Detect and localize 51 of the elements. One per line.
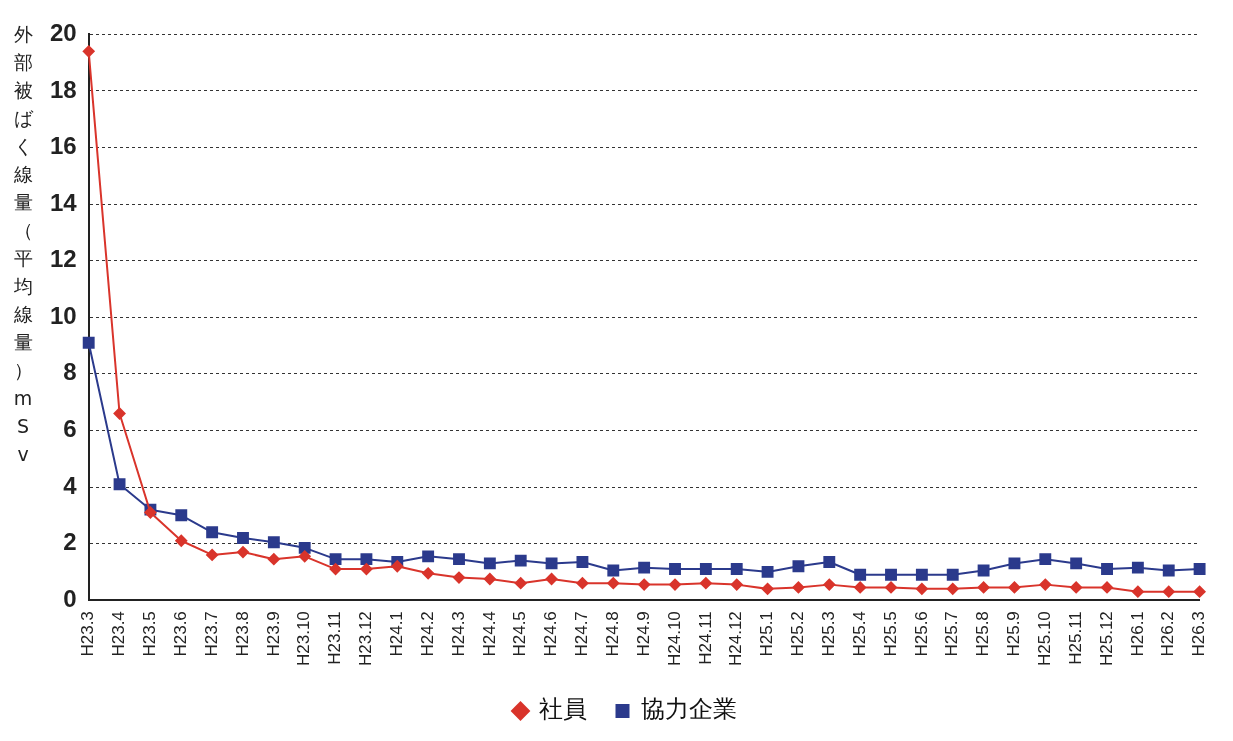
x-tick-label: H24.11 [695,611,715,665]
x-tick-label: H26.3 [1189,611,1209,657]
x-tick-label: H25.1 [757,611,777,657]
x-tick-label: H26.2 [1158,611,1178,657]
y-tick-label: 14 [49,188,78,216]
y-tick-label: 10 [49,301,77,329]
x-tick-label: H25.6 [911,611,931,657]
x-tick-label: H24.2 [417,611,437,657]
x-tick-label: H24.3 [448,611,468,657]
x-tick-label: H25.5 [880,611,900,657]
x-tick-label: H25.3 [818,611,838,657]
x-tick-label: H25.2 [788,611,808,657]
legend-label: 社員 [538,695,587,724]
x-tick-label: H23.9 [263,611,283,657]
y-tick-label: 2 [63,528,77,556]
x-tick-label: H25.7 [942,611,962,657]
x-tick-label: H24.8 [602,611,622,657]
x-tick-label: H24.9 [633,611,653,657]
text: 外部被ばく線量（平均線量）mSv [13,23,33,465]
x-tick-label: H24.6 [541,611,561,657]
x-tick-label: H25.12 [1096,611,1116,667]
x-tick-label: H24.7 [572,611,592,657]
x-tick-label: H25.10 [1035,611,1054,667]
x-tick-label: H23.3 [78,611,98,657]
y-tick-label: 20 [49,19,77,47]
y-tick-label: 0 [63,584,77,612]
x-tick-label: H24.4 [479,611,499,657]
x-tick-label: H23.10 [294,611,314,667]
x-tick-label: H24.1 [386,611,406,657]
x-tick-label: H23.8 [232,611,252,657]
x-tick-label: H26.1 [1127,611,1147,657]
x-tick-label: H24.5 [510,611,530,657]
x-tick-label: H24.10 [664,611,684,667]
x-tick-label: H25.9 [1004,611,1024,657]
y-tick-label: 12 [49,245,77,273]
x-tick-label: H23.5 [140,611,160,657]
x-tick-label: H23.4 [109,611,129,657]
x-tick-label: H25.4 [849,611,869,657]
y-tick-label: 6 [63,415,77,443]
y-tick-label: 4 [63,471,78,499]
y-tick-label: 8 [63,358,77,386]
y-tick-label: 18 [49,75,77,103]
x-tick-label: H25.8 [973,611,993,657]
x-tick-label: H23.7 [201,611,221,657]
x-tick-label: H23.11 [325,611,345,665]
x-tick-label: H23.6 [170,611,190,657]
x-tick-label: H23.12 [356,611,376,667]
x-tick-label: H24.12 [726,611,746,667]
legend-label: 協力企業 [640,695,737,724]
y-tick-label: 16 [49,132,77,160]
x-tick-label: H25.11 [1065,611,1085,665]
